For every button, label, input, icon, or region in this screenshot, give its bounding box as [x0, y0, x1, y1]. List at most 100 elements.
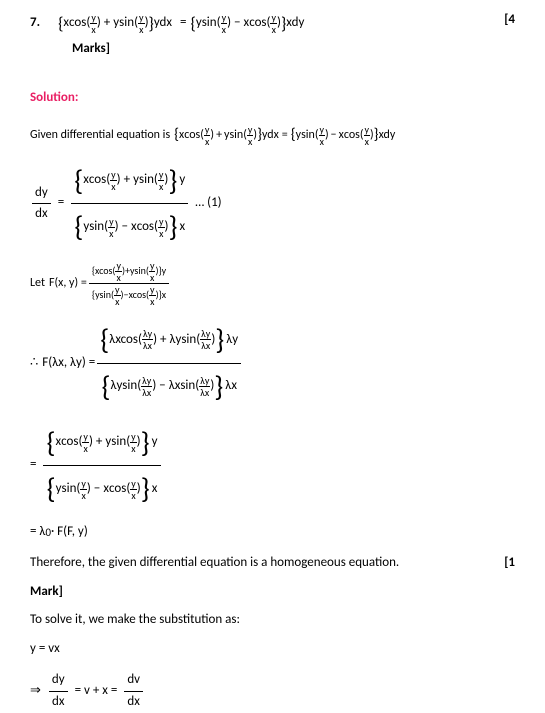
grp1: ): [210, 126, 214, 145]
implies-sym: ⇒: [30, 681, 41, 702]
bf3: yx: [108, 216, 115, 239]
llxc: λxcos: [109, 330, 138, 351]
dydx-line: dy dx = xcos (yx) + ysin (yx) y ysin (yx…: [30, 158, 515, 251]
cos-label: cos: [69, 13, 86, 34]
llx-e: λx: [225, 376, 237, 397]
lf1: yx: [115, 260, 122, 283]
bigfrac1-den: ysin (yx) − xcos (yx) x: [71, 204, 188, 250]
lf4: yx: [149, 284, 156, 307]
rn4: y: [130, 478, 137, 490]
rs2: sin: [62, 479, 77, 500]
let-line: Let F(x, y) = {xcos(yx)+ysin(yx)}y {ysin…: [30, 260, 515, 307]
mark1-label: Mark]: [30, 582, 515, 603]
ld2: x: [149, 272, 155, 283]
rep-num: xcos (yx) + ysin (yx) y: [43, 420, 160, 467]
bb1l: [74, 158, 83, 204]
equals: =: [180, 13, 186, 34]
question-content: 7. xcos (yx) + ysin (yx) ydx = ysin (yx)…: [30, 10, 304, 37]
bf4: yx: [158, 216, 165, 239]
fxy-label: F(x, y) =: [49, 274, 87, 293]
gc2: cos: [344, 126, 360, 145]
gd1: x: [204, 136, 210, 147]
bs2: sin: [89, 217, 104, 238]
frac-dvdx: dv dx: [124, 670, 143, 713]
bf2: yx: [158, 169, 165, 192]
gp1: +: [216, 126, 222, 145]
bigfrac1-num: xcos (yx) + ysin (yx) y: [71, 158, 188, 205]
llys: λysin: [170, 330, 197, 351]
geq: =: [282, 126, 288, 145]
ld1: x: [116, 272, 122, 283]
cos3: cos: [249, 13, 266, 34]
question-number: 7.: [30, 13, 40, 34]
llys2: λysin: [111, 376, 138, 397]
plus-sign: +: [104, 13, 110, 34]
rm1: −: [94, 479, 100, 500]
repeat-frac: xcos (yx) + ysin (yx) y ysin (yx) − xcos…: [43, 420, 160, 513]
lambda-eq: = λ: [30, 522, 45, 543]
eqr: =: [30, 455, 36, 476]
given-line: Given differential equation is xcos (yx)…: [30, 123, 515, 148]
bp1: +: [124, 170, 130, 191]
frac-dydx2: dy dx: [49, 670, 68, 713]
dydx-frac: dy dx: [32, 183, 51, 226]
gd2: x: [247, 136, 253, 147]
gs2: sin: [301, 126, 315, 145]
dx-den: dx: [32, 204, 50, 225]
lsf4: λyλx: [199, 375, 210, 398]
lys: ysin: [130, 264, 146, 277]
rep-den: ysin (yx) − xcos (yx) x: [44, 466, 161, 512]
by-end: y: [179, 170, 185, 191]
d4: x: [271, 24, 277, 35]
dx3: dx: [124, 692, 142, 713]
lambda-frac: λxcos (λyλx) + λysin (λyλx) λy λysin (λy…: [97, 317, 241, 410]
ld4: x: [149, 296, 155, 307]
dv1: dv: [124, 670, 143, 692]
bd1: x: [110, 181, 116, 192]
lbr1: [215, 317, 224, 363]
gd3: x: [319, 136, 325, 147]
bd2: x: [158, 181, 164, 192]
solve-text: To solve it, we make the substitution as…: [30, 610, 515, 631]
gm1: −: [331, 126, 337, 145]
ry-e: y: [152, 432, 158, 453]
bd3: x: [108, 228, 114, 239]
lx-e: x: [162, 288, 166, 301]
rc2: cos: [109, 479, 126, 500]
let-text: Let: [30, 274, 45, 293]
bb2r: [168, 204, 177, 250]
lsf1: λyλx: [142, 328, 153, 351]
rp1: +: [96, 432, 102, 453]
rbl2: [47, 466, 56, 512]
rparen: ): [97, 13, 101, 34]
ld3: x: [114, 296, 120, 307]
question-row: 7. xcos (yx) + ysin (yx) ydx = ysin (yx)…: [30, 10, 515, 37]
ly-e: y: [162, 264, 167, 277]
lf2: yx: [149, 260, 156, 283]
ydx-term: ydx: [154, 13, 172, 34]
therefore-sym: ∴: [30, 353, 38, 374]
gs1: sin: [229, 126, 243, 145]
rd4: x: [130, 490, 136, 501]
vplusx: = v + x =: [75, 681, 118, 702]
marks-open: [4: [504, 10, 515, 37]
let-frac: {xcos(yx)+ysin(yx)}y {ysin(yx)−xcos(yx)}…: [89, 260, 169, 307]
sin-label: sin: [119, 13, 134, 34]
bn4: y: [158, 216, 165, 228]
eq-suffix-1: … (1): [195, 193, 221, 214]
lsd1: λx: [142, 340, 153, 351]
rx-e: x: [152, 479, 158, 500]
rc1: cos: [61, 432, 78, 453]
bc1: cos: [89, 170, 106, 191]
lambda-tail: · F(F, y): [51, 522, 88, 543]
den-x: x: [90, 24, 96, 35]
question-equation-lhs: xcos (yx) + ysin (yx) ydx = ysin (yx) − …: [58, 10, 304, 37]
flambda-label: F(λx, λy) =: [42, 353, 95, 374]
given-text: Given differential equation is: [30, 126, 170, 145]
rbr2: [141, 466, 150, 512]
d3: x: [221, 24, 227, 35]
bn3: y: [108, 216, 115, 228]
dy-num: dy: [32, 183, 51, 205]
eq-dydx: =: [58, 193, 64, 214]
sin2: sin: [202, 13, 217, 34]
